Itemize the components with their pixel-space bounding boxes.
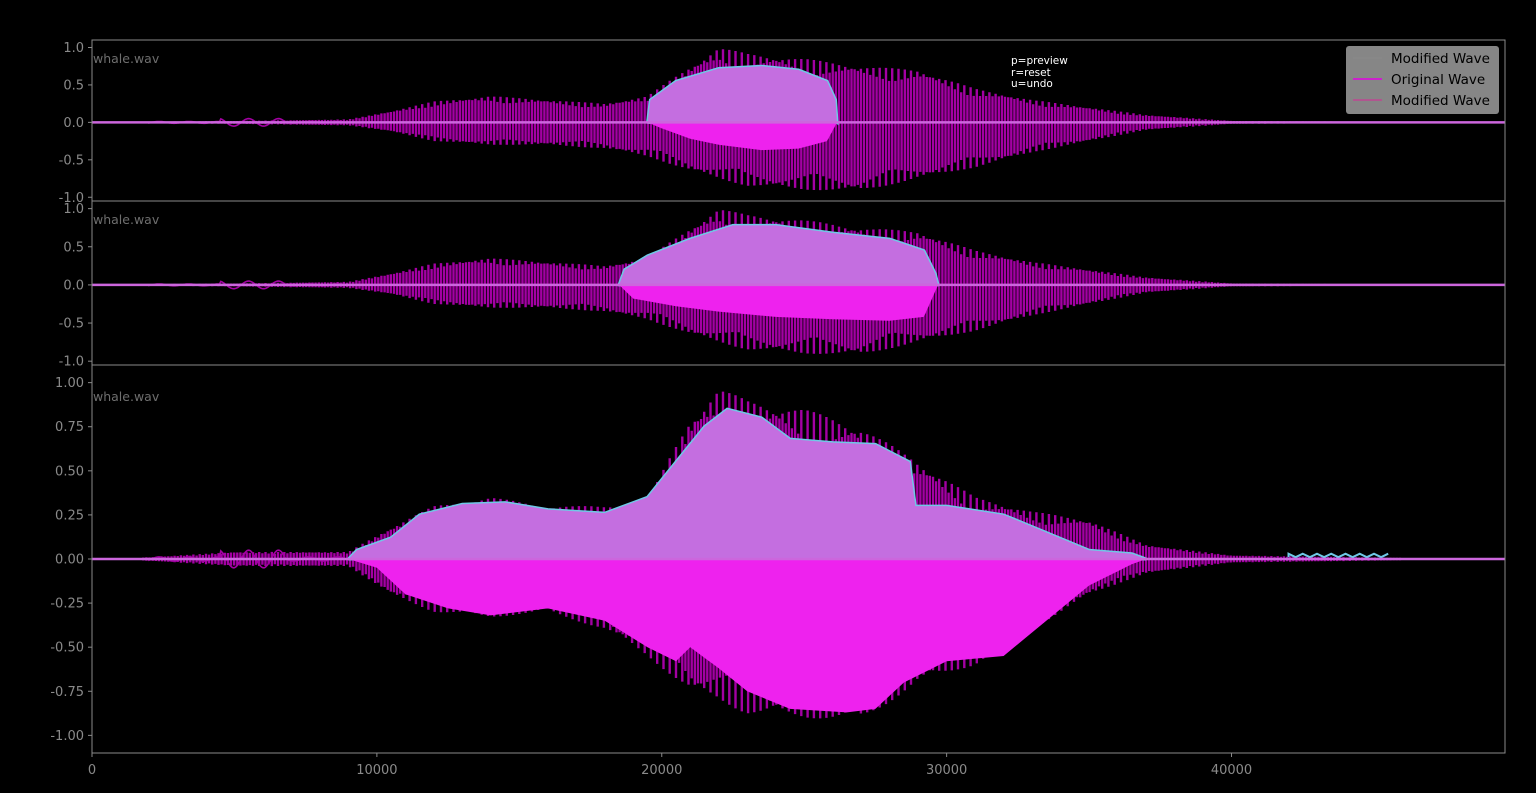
x-tick-label: 0 [88,763,96,778]
waveform-panel-middle[interactable]: 1.0 0.5 0.0 -0.5 -1.0 whale.wav [59,200,1506,370]
panel-filename-label: whale.wav [93,212,160,227]
y-tick-label: 1.0 [63,202,84,217]
legend-box [1346,46,1499,114]
y-tick-label: -0.5 [59,317,84,332]
help-line-preview: p=preview [1011,55,1068,67]
x-tick-label: 40000 [1211,763,1252,778]
modified-wave-positive [647,66,837,123]
modified-wave-positive [348,409,1147,559]
x-tick-label: 30000 [926,763,967,778]
help-line-reset: r=reset [1011,67,1051,79]
y-tick-label: 0.0 [63,116,84,131]
legend-label-original: Original Wave [1391,72,1485,88]
y-tick-label: -1.0 [59,191,84,206]
y-tick-label: 0.75 [55,420,84,435]
y-tick-label: 0.5 [63,78,84,93]
modified-wave-tail [1287,552,1389,559]
legend-label-modified-1: Modified Wave [1391,51,1490,67]
y-tick-label: 0.0 [63,278,84,293]
modified-wave-negative [619,284,939,321]
y-tick-label: -0.50 [50,641,84,656]
y-tick-label: 0.00 [55,553,84,568]
y-tick-label: 0.25 [55,508,84,523]
keyboard-help: p=preview r=reset u=undo [1011,55,1068,90]
waveform-panel-top[interactable]: 1.0 0.5 0.0 -0.5 -1.0 whale.wav [59,39,1506,206]
y-tick-label: -0.5 [59,153,84,168]
y-tick-label: 0.50 [55,464,84,479]
y-tick-label: 0.5 [63,240,84,255]
x-tick-label: 10000 [356,763,397,778]
modified-wave-negative [647,122,837,151]
y-tick-label: 1.0 [63,41,84,56]
x-tick-label: 20000 [641,763,682,778]
y-tick-label: 1.00 [55,376,84,391]
y-tick-label: -1.00 [50,729,84,744]
help-line-undo: u=undo [1011,78,1053,90]
legend-label-modified-2: Modified Wave [1391,93,1490,109]
waveform-panel-bottom[interactable]: 1.00 0.75 0.50 0.25 0.00 -0.25 -0.50 -0.75 -1.00… [50,364,1506,778]
y-tick-label: -0.75 [50,685,84,700]
y-tick-label: -1.0 [59,355,84,370]
modified-wave-negative [348,559,1147,713]
y-tick-label: -0.25 [50,597,84,612]
panel-filename-label: whale.wav [93,389,160,404]
modified-wave-positive [619,225,939,285]
panel-filename-label: whale.wav [93,51,160,66]
legend[interactable]: Modified Wave Original Wave Modified Wav… [1346,46,1499,114]
